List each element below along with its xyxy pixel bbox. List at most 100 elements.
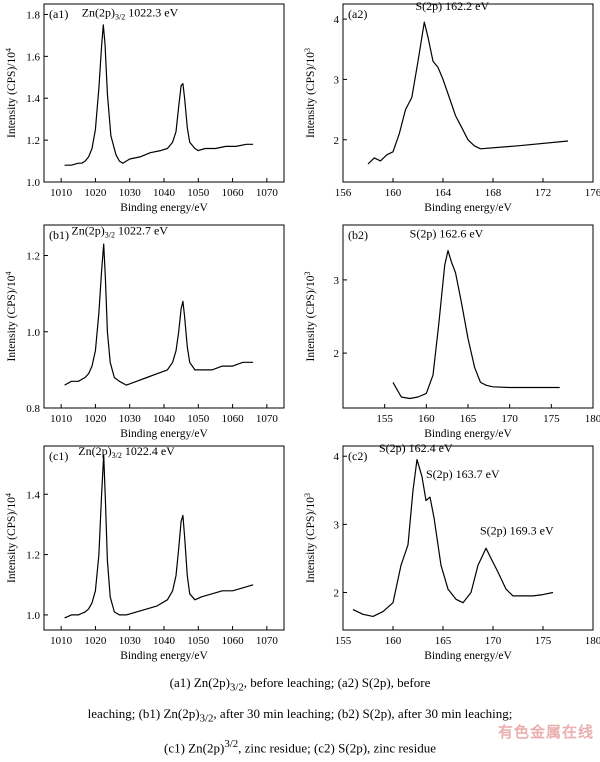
x-tick-label: 180 bbox=[585, 413, 600, 425]
y-axis-label-exponent: 4 bbox=[4, 272, 13, 276]
y-axis-label-exponent: 3 bbox=[303, 493, 312, 497]
y-tick-label: 2 bbox=[334, 135, 340, 147]
panel-a2: 156 160 164 168 172 176 2 3 4 Binding energy/eV In… bbox=[303, 0, 600, 214]
annotation-text: Zn(2p) bbox=[71, 224, 104, 238]
y-tick-label: 2 bbox=[334, 588, 340, 600]
y-axis-label-exponent: 3 bbox=[303, 272, 312, 276]
x-axis-label: Binding energy/eV bbox=[424, 428, 512, 440]
x-tick-label: 170 bbox=[501, 413, 518, 425]
x-tick-label: 170 bbox=[485, 635, 502, 647]
x-tick-label: 1050 bbox=[187, 413, 210, 425]
x-tick-label: 1070 bbox=[256, 187, 279, 199]
x-tick-label: 155 bbox=[376, 413, 393, 425]
x-tick-label: 164 bbox=[435, 187, 452, 199]
x-tick-label: 1040 bbox=[153, 413, 176, 425]
x-tick-label: 1010 bbox=[50, 187, 73, 199]
annotation-text: Zn(2p) bbox=[82, 6, 115, 20]
annotation-value: 1022.3 eV bbox=[125, 6, 178, 20]
y-tick-label: 1.2 bbox=[26, 135, 40, 147]
x-tick-label: 1020 bbox=[84, 187, 107, 199]
x-axis-label: Binding energy/eV bbox=[120, 428, 208, 440]
x-tick-label: 160 bbox=[385, 635, 402, 647]
x-tick-label: 156 bbox=[335, 187, 352, 199]
x-tick-label: 160 bbox=[418, 413, 435, 425]
x-tick-label: 1030 bbox=[119, 187, 142, 199]
xps-figure: 1010 1020 1030 1040 1050 1060 1070 1.0 1.2 1.4 1.6… bbox=[4, 0, 600, 662]
x-tick-label: 176 bbox=[585, 187, 600, 199]
spectrum-line-b2 bbox=[392, 250, 560, 400]
y-tick-label: 3 bbox=[334, 519, 340, 531]
x-tick-label: 168 bbox=[485, 187, 502, 199]
y-axis-label-text: Intensity (CPS)/10 bbox=[6, 275, 18, 361]
y-axis-label: Intensity (CPS)/103 bbox=[303, 493, 317, 583]
peak-annotation: S(2p) 162.6 eV bbox=[410, 226, 484, 240]
y-axis-label-text: Intensity (CPS)/10 bbox=[305, 275, 317, 361]
plot-frame-a2 bbox=[342, 3, 594, 183]
x-tick-label: 1020 bbox=[84, 413, 107, 425]
y-axis-label-text: Intensity (CPS)/10 bbox=[6, 497, 18, 583]
caption-line-2: leaching; (b1) Zn(2p)3/2, after 30 min l… bbox=[87, 705, 513, 725]
y-tick-label: 1.4 bbox=[26, 489, 40, 501]
panel-b2: 155 160 165 170 175 180 2 3 Binding energy/eV Int… bbox=[303, 224, 600, 440]
x-tick-label: 160 bbox=[385, 187, 402, 199]
x-tick-label: 165 bbox=[460, 413, 477, 425]
y-tick-label: 1.0 bbox=[26, 327, 40, 339]
spectrum-line-b1 bbox=[64, 243, 254, 386]
annotation-text: S(2p) 162.2 eV bbox=[416, 0, 490, 13]
caption-line-1: (a1) Zn(2p)3/2, before leaching; (a2) S(… bbox=[169, 675, 431, 694]
x-tick-label: 1050 bbox=[187, 635, 210, 647]
annotation-text: S(2p) 163.7 eV bbox=[426, 467, 500, 481]
x-tick-label: 1040 bbox=[153, 635, 176, 647]
x-tick-label: 172 bbox=[535, 187, 552, 199]
plot-frame-c2 bbox=[342, 445, 594, 631]
y-axis-label-text: Intensity (CPS)/10 bbox=[305, 52, 317, 138]
spectrum-line-c2 bbox=[352, 459, 554, 618]
y-tick-label: 1.4 bbox=[26, 93, 40, 105]
annotation-value: 1022.4 eV bbox=[122, 444, 175, 458]
x-tick-label: 180 bbox=[585, 635, 600, 647]
peak-annotation: Zn(2p)3/2 1022.3 eV bbox=[82, 6, 179, 22]
y-axis-label-exponent: 3 bbox=[303, 48, 312, 52]
peak-annotation: S(2p) 169.3 eV bbox=[480, 524, 554, 538]
x-axis-label: Binding energy/eV bbox=[424, 202, 512, 214]
y-tick-label: 3 bbox=[334, 275, 340, 287]
x-tick-label: 1060 bbox=[222, 413, 245, 425]
x-tick-label: 1040 bbox=[153, 187, 176, 199]
x-tick-label: 1060 bbox=[222, 635, 245, 647]
annotation-subscript: 3/2 bbox=[105, 231, 115, 240]
y-tick-label: 1.2 bbox=[26, 251, 40, 263]
y-tick-label: 1.0 bbox=[26, 177, 40, 189]
plot-frame-b2 bbox=[342, 224, 594, 409]
x-tick-label: 1060 bbox=[222, 187, 245, 199]
y-axis-label: Intensity (CPS)/104 bbox=[4, 493, 18, 583]
peak-annotation: S(2p) 163.7 eV bbox=[426, 467, 500, 481]
y-tick-label: 1.2 bbox=[26, 550, 40, 562]
y-axis-label: Intensity (CPS)/103 bbox=[303, 272, 317, 362]
x-tick-label: 1030 bbox=[119, 635, 142, 647]
x-tick-label: 165 bbox=[435, 635, 452, 647]
annotation-text: S(2p) 162.4 eV bbox=[379, 441, 453, 455]
peak-annotation: Zn(2p)3/2 1022.4 eV bbox=[78, 444, 175, 460]
annotation-subscript: 3/2 bbox=[115, 13, 125, 22]
peak-annotation: Zn(2p)3/2 1022.7 eV bbox=[71, 224, 168, 240]
panel-label-b1: (b1) bbox=[49, 228, 69, 242]
annotation-text: Zn(2p) bbox=[78, 444, 111, 458]
y-axis-label-text: Intensity (CPS)/10 bbox=[6, 52, 18, 138]
x-axis-label: Binding energy/eV bbox=[120, 202, 208, 214]
y-axis-label: Intensity (CPS)/104 bbox=[4, 48, 18, 138]
peak-annotation: S(2p) 162.2 eV bbox=[416, 0, 490, 13]
x-tick-label: 1030 bbox=[119, 413, 142, 425]
panel-c2: 155 160 165 170 175 180 2 3 4 Binding energy/eV In… bbox=[303, 441, 600, 662]
y-tick-label: 2 bbox=[334, 348, 340, 360]
y-tick-label: 1.0 bbox=[26, 610, 40, 622]
annotation-value: 1022.7 eV bbox=[115, 224, 168, 238]
annotation-text: S(2p) 162.6 eV bbox=[410, 226, 484, 240]
y-axis-label: Intensity (CPS)/104 bbox=[4, 272, 18, 362]
x-tick-label: 1010 bbox=[50, 413, 73, 425]
figure-caption: (a1) Zn(2p)3/2, before leaching; (a2) S(… bbox=[0, 670, 600, 762]
x-tick-label: 175 bbox=[543, 413, 560, 425]
spectrum-line-a2 bbox=[367, 21, 569, 165]
x-tick-label: 1020 bbox=[84, 635, 107, 647]
y-axis-label: Intensity (CPS)/103 bbox=[303, 48, 317, 138]
x-tick-label: 1010 bbox=[50, 635, 73, 647]
